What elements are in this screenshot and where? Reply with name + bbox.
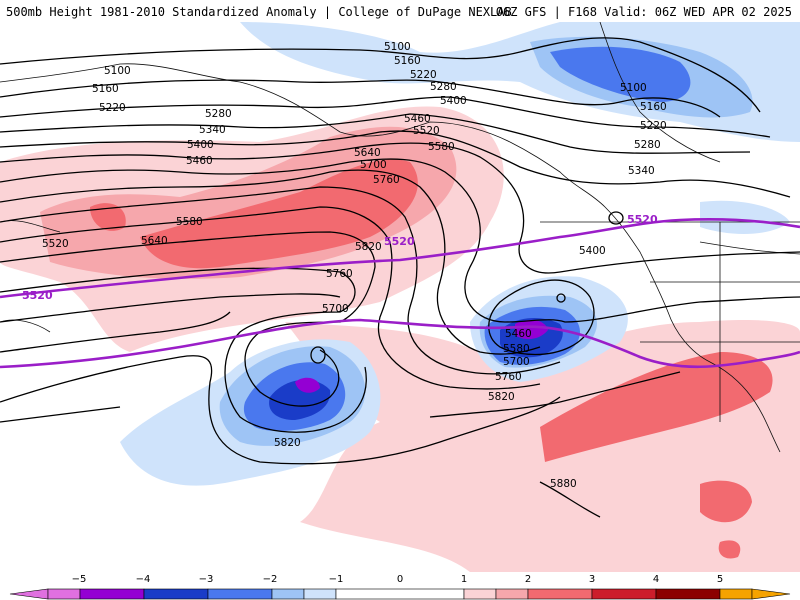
contour-label: 5700 [360,159,387,171]
positive-anomaly-areas [0,106,800,572]
contour-label: 5760 [495,371,522,383]
colorbar-tick: 5 [717,574,723,585]
colorbar-tick: 0 [397,574,403,585]
colorbar-arrow-high [751,588,791,600]
reference-contour-label: 5520 [384,235,415,248]
contour-label: 5880 [550,478,577,490]
contour-label: 5220 [640,120,667,132]
colorbar-swatches [9,588,791,600]
colorbar-tick-labels: −5 −4 −3 −2 −1 0 1 2 3 4 5 [72,574,724,585]
reference-contour-5520 [0,217,800,369]
contour-label: 5700 [503,356,530,368]
contour-label: 5280 [205,108,232,120]
contour-label: 5340 [199,124,226,136]
contour-label: 5400 [440,95,467,107]
contour-label: 5520 [413,125,440,137]
map-title: 500mb Height 1981-2010 Standardized Anom… [6,5,512,19]
contour-label: 5580 [428,141,455,153]
model-run-info: 06Z GFS | F168 Valid: 06Z WED APR 02 202… [495,5,792,19]
colorbar-tick: −4 [136,574,151,585]
contour-label: 5820 [274,437,301,449]
coastlines [0,22,800,453]
contour-label: 5580 [176,216,203,228]
contour-label: 5460 [505,328,532,340]
contour-label: 5400 [187,139,214,151]
contour-label: 5160 [640,101,667,113]
contour-label: 5820 [355,241,382,253]
colorbar-tick: −3 [199,574,214,585]
contour-label: 5160 [394,55,421,67]
colorbar-tick: 1 [461,574,467,585]
contour-label: 5760 [373,174,400,186]
contour-label: 5100 [104,65,131,77]
colorbar-tick: −2 [263,574,278,585]
colorbar-tick: −5 [72,574,87,585]
colorbar-tick: −1 [329,574,344,585]
reference-contour-label: 5520 [627,213,658,226]
contour-label: 5220 [99,102,126,114]
contour-label: 5640 [354,147,381,159]
contour-label: 5460 [404,113,431,125]
contour-label: 5700 [322,303,349,315]
colorbar-tick: 4 [653,574,659,585]
contour-label: 5460 [186,155,213,167]
colorbar-arrow-low [9,588,49,600]
contour-label: 5280 [430,81,457,93]
contour-label: 5640 [141,235,168,247]
contour-label: 5400 [579,245,606,257]
reference-contour-label: 5520 [22,289,53,302]
low-center-markers [310,211,624,364]
colorbar-tick: 3 [589,574,595,585]
contour-labels: 5100 5100 5160 5160 5220 5220 5280 5280 … [22,41,667,490]
contour-label: 5100 [384,41,411,53]
contour-label: 5820 [488,391,515,403]
contour-label: 5220 [410,69,437,81]
contour-label: 5280 [634,139,661,151]
header: 500mb Height 1981-2010 Standardized Anom… [0,0,800,22]
contour-label: 5340 [628,165,655,177]
contour-label: 5580 [503,343,530,355]
contour-label: 5760 [326,268,353,280]
anomaly-colorbar: −5 −4 −3 −2 −1 0 1 2 3 4 5 [0,572,800,600]
contour-label: 5520 [42,238,69,250]
colorbar-tick: 2 [525,574,531,585]
contour-label: 5100 [620,82,647,94]
anomaly-map: 5100 5100 5160 5160 5220 5220 5280 5280 … [0,22,800,572]
contour-label: 5160 [92,83,119,95]
height-contours [0,37,800,518]
